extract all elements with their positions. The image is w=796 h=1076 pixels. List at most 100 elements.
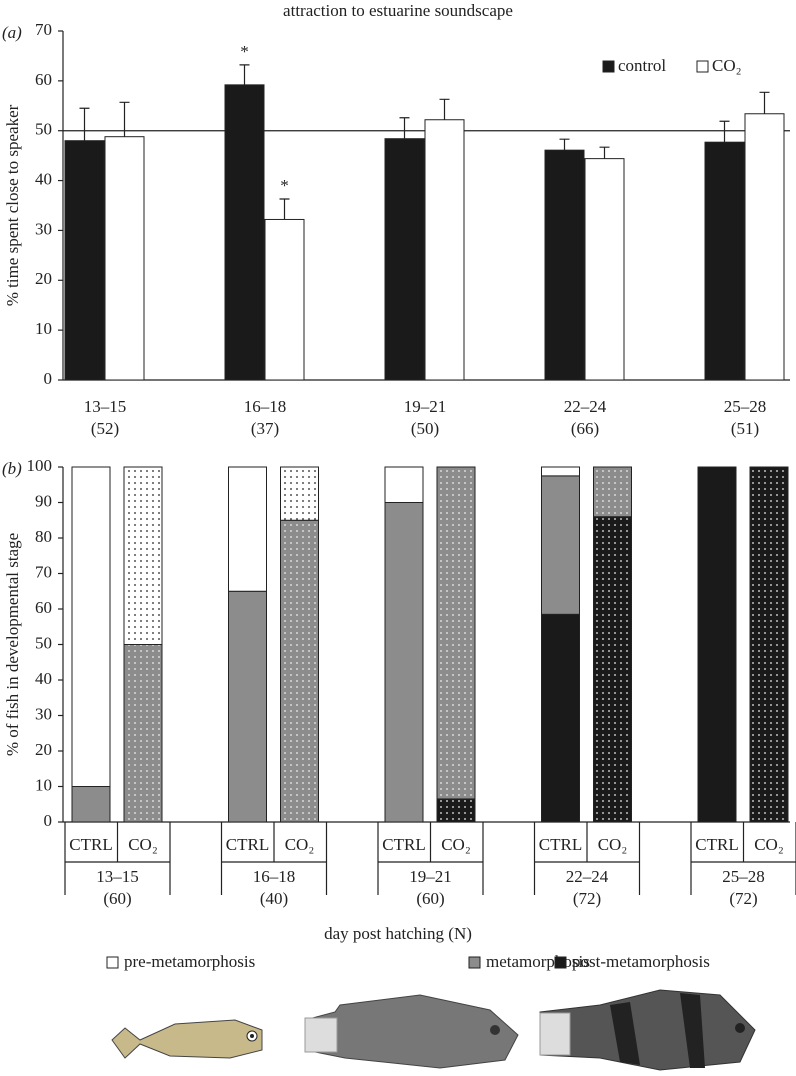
legend-swatch [602, 60, 615, 73]
bar [384, 138, 425, 381]
bar-label: CO₂ [128, 835, 158, 854]
bar-segment [541, 466, 580, 477]
sample-size: (72) [729, 889, 757, 908]
panel-label: (b) [2, 459, 22, 478]
y-tick-label: 70 [35, 20, 52, 39]
bar [544, 149, 585, 381]
sample-size: (72) [573, 889, 601, 908]
legend-label: CO₂ [712, 56, 742, 75]
bar-segment [749, 466, 789, 823]
bar-label: CTRL [69, 835, 112, 854]
bar-segment [280, 519, 319, 823]
sample-size: (51) [731, 419, 759, 438]
error-bar [239, 64, 250, 85]
bar [224, 84, 265, 381]
y-tick-label: 40 [35, 169, 52, 188]
sample-size: (37) [251, 419, 279, 438]
x-tick-label: 25–28 [724, 397, 767, 416]
bar-label: CTRL [695, 835, 738, 854]
group-label: 13–15 [96, 867, 139, 886]
sample-size: (40) [260, 889, 288, 908]
bar-segment [228, 466, 267, 592]
y-tick-label: 100 [27, 456, 53, 475]
x-axis-label: day post hatching (N) [324, 924, 472, 943]
legend-label: pre-metamorphosis [124, 952, 255, 971]
legend-swatch [554, 956, 567, 969]
bar-label: CO₂ [754, 835, 784, 854]
bar-segment [280, 466, 319, 521]
bar-label: CO₂ [441, 835, 471, 854]
error-bar [719, 120, 730, 143]
bar-label: CTRL [539, 835, 582, 854]
group-label: 19–21 [409, 867, 452, 886]
bar [704, 141, 745, 381]
bar-segment [541, 613, 580, 823]
bar-label: CO₂ [598, 835, 628, 854]
bar [584, 158, 625, 381]
bar-segment [71, 786, 111, 823]
y-tick-label: 70 [35, 562, 52, 581]
error-bar [759, 91, 770, 114]
bar-segment [697, 466, 737, 823]
y-tick-label: 10 [35, 319, 52, 338]
annotation: * [240, 42, 249, 61]
legend-label: post-metamorphosis [572, 952, 710, 971]
bar-label: CTRL [226, 835, 269, 854]
y-axis-label: % of fish in developmental stage [3, 533, 22, 756]
y-tick-label: 20 [35, 269, 52, 288]
legend-swatch [696, 60, 709, 73]
y-tick-label: 80 [35, 527, 52, 546]
error-bar [119, 101, 130, 137]
y-tick-label: 60 [35, 70, 52, 89]
bar-label: CTRL [382, 835, 425, 854]
y-axis-label: % time spent close to speaker [3, 104, 22, 306]
bar-segment [436, 466, 476, 800]
bar-segment [228, 590, 267, 823]
bar [744, 113, 785, 381]
chart-title: attraction to estuarine soundscape [283, 1, 513, 20]
sample-size: (50) [411, 419, 439, 438]
legend-swatch [106, 956, 119, 969]
bar-segment [593, 516, 632, 823]
bar [104, 136, 145, 381]
y-tick-label: 20 [35, 740, 52, 759]
x-tick-label: 16–18 [244, 397, 287, 416]
y-tick-label: 50 [35, 633, 52, 652]
y-tick-label: 40 [35, 669, 52, 688]
annotation: * [280, 176, 289, 195]
error-bar [439, 98, 450, 120]
bar-label: CO₂ [285, 835, 315, 854]
bar [424, 119, 465, 381]
legend-label: control [618, 56, 666, 75]
bar-segment [384, 466, 424, 503]
y-tick-label: 90 [35, 491, 52, 510]
error-bar [599, 146, 610, 159]
bar-segment [436, 798, 476, 823]
y-tick-label: 30 [35, 704, 52, 723]
x-tick-label: 13–15 [84, 397, 127, 416]
x-tick-label: 22–24 [564, 397, 607, 416]
bar-segment [384, 502, 424, 823]
y-tick-label: 0 [44, 811, 53, 830]
legend-swatch [468, 956, 481, 969]
bar-segment [123, 466, 163, 645]
panel-label: (a) [2, 23, 22, 42]
x-tick-label: 19–21 [404, 397, 447, 416]
error-bar [79, 107, 90, 141]
y-tick-label: 0 [44, 369, 53, 388]
y-tick-label: 10 [35, 775, 52, 794]
bar-segment [541, 475, 580, 615]
bar [264, 218, 305, 381]
error-bar [559, 138, 570, 151]
y-tick-label: 50 [35, 120, 52, 139]
group-label: 16–18 [253, 867, 296, 886]
bar-segment [593, 466, 632, 518]
bar-segment [123, 644, 163, 823]
fish-illustrations [111, 989, 756, 1071]
sample-size: (66) [571, 419, 599, 438]
error-bar [279, 198, 290, 220]
bar-segment [71, 466, 111, 787]
sample-size: (52) [91, 419, 119, 438]
group-label: 22–24 [566, 867, 609, 886]
